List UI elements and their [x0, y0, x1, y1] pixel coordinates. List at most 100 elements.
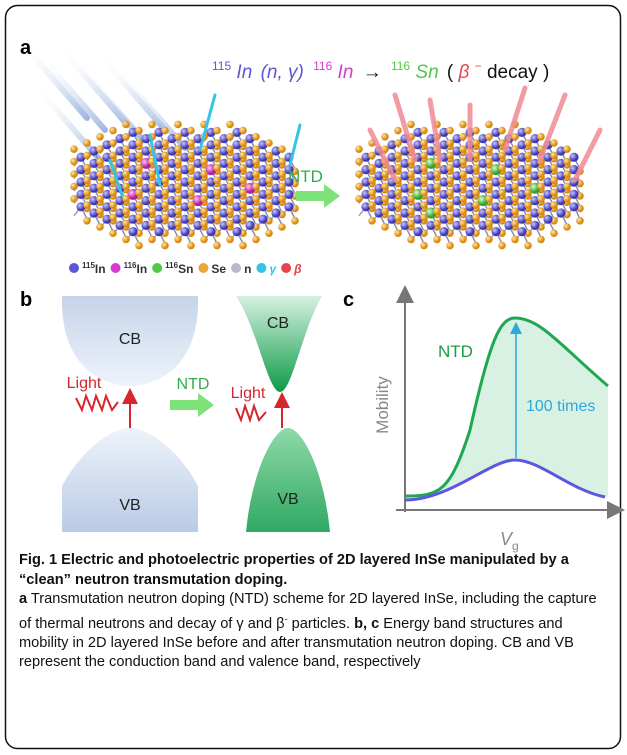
se-atom [407, 220, 415, 228]
legend-swatch [152, 263, 162, 273]
se-atom [174, 220, 182, 228]
mass-number: 116 [313, 59, 332, 73]
reaction: (n, γ) [261, 62, 304, 83]
se-atom [485, 236, 493, 244]
caption-text: particles. [288, 615, 355, 631]
se-atom [187, 242, 195, 250]
se-atom [226, 145, 234, 153]
legend-swatch [281, 263, 291, 273]
se-atom [109, 152, 117, 160]
se-atom [161, 152, 169, 160]
in-atom [413, 227, 422, 236]
se-atom [226, 121, 234, 129]
y-axis-label: Mobility [373, 376, 392, 434]
se-atom [239, 139, 247, 147]
in-atom [232, 227, 241, 236]
se-atom [381, 195, 389, 203]
se-atom [161, 164, 169, 172]
page: {"panel_a": {"label": "a", "equation": {… [0, 0, 627, 755]
se-atom [446, 164, 454, 172]
se-atom [550, 164, 558, 172]
se-atom [265, 201, 273, 209]
in-atom [154, 227, 163, 236]
se-atom [174, 207, 182, 215]
legend-text: In [136, 262, 147, 276]
se-atom [394, 229, 402, 237]
se-atom [355, 183, 363, 191]
se-atom [381, 170, 389, 178]
se-atom [96, 223, 104, 231]
se-atom [472, 127, 480, 135]
se-atom [498, 152, 506, 160]
se-atom [278, 195, 286, 203]
se-atom [355, 170, 363, 178]
caption: Fig. 1 Electric and photoelectric proper… [19, 551, 611, 673]
se-atom [161, 214, 169, 222]
se-atom [135, 242, 143, 250]
se-atom [511, 158, 519, 166]
se-atom [524, 189, 532, 197]
se-atom [511, 170, 519, 178]
se-atom [135, 152, 143, 160]
se-atom [407, 195, 415, 203]
se-atom [459, 145, 467, 153]
se-atom [524, 242, 532, 250]
se-atom [148, 220, 156, 228]
se-atom [459, 183, 467, 191]
se-atom [511, 183, 519, 191]
curve-label: NTD [438, 342, 473, 361]
se-atom [213, 152, 221, 160]
se-atom [485, 183, 493, 191]
in-atom [284, 202, 293, 211]
se-atom [148, 121, 156, 129]
se-atom [420, 127, 428, 135]
se-atom [96, 170, 104, 178]
process-arrow [296, 184, 340, 208]
se-atom [394, 139, 402, 147]
se-atom [122, 195, 130, 203]
se-atom [239, 189, 247, 197]
beta-ray [575, 130, 600, 180]
photon [76, 396, 118, 410]
legend-label: 116In [124, 261, 148, 276]
in-atom [530, 221, 539, 230]
se-atom [433, 207, 441, 215]
se-atom [524, 164, 532, 172]
in-atom [465, 227, 474, 236]
in-atom [556, 208, 565, 217]
se-atom [122, 207, 130, 215]
se-atom [472, 164, 480, 172]
beta-sup: − [475, 59, 482, 73]
se-atom [498, 189, 506, 197]
se-atom [511, 207, 519, 215]
element: In [236, 62, 252, 83]
se-atom [291, 217, 299, 225]
se-atom [109, 214, 117, 222]
se-atom [537, 195, 545, 203]
caption-body: a Transmutation neutron doping (NTD) sch… [19, 590, 611, 673]
se-atom [109, 127, 117, 135]
in-atom [284, 190, 293, 199]
in-atom [439, 227, 448, 236]
se-atom [498, 127, 506, 135]
se-atom [96, 195, 104, 203]
se-atom [459, 121, 467, 129]
se-atom [459, 170, 467, 178]
se-atom [239, 214, 247, 222]
se-atom [433, 220, 441, 228]
se-atom [252, 195, 260, 203]
crystal [70, 121, 299, 250]
se-atom [485, 170, 493, 178]
legend-text: n [244, 262, 251, 276]
neutron-ray [40, 55, 105, 130]
se-atom [109, 201, 117, 209]
arrow: → [363, 62, 382, 83]
legend-text: β [293, 262, 302, 276]
se-atom [446, 139, 454, 147]
se-atom [394, 152, 402, 160]
se-atom [368, 201, 376, 209]
se-atom [200, 195, 208, 203]
se-atom [368, 164, 376, 172]
se-atom [252, 170, 260, 178]
